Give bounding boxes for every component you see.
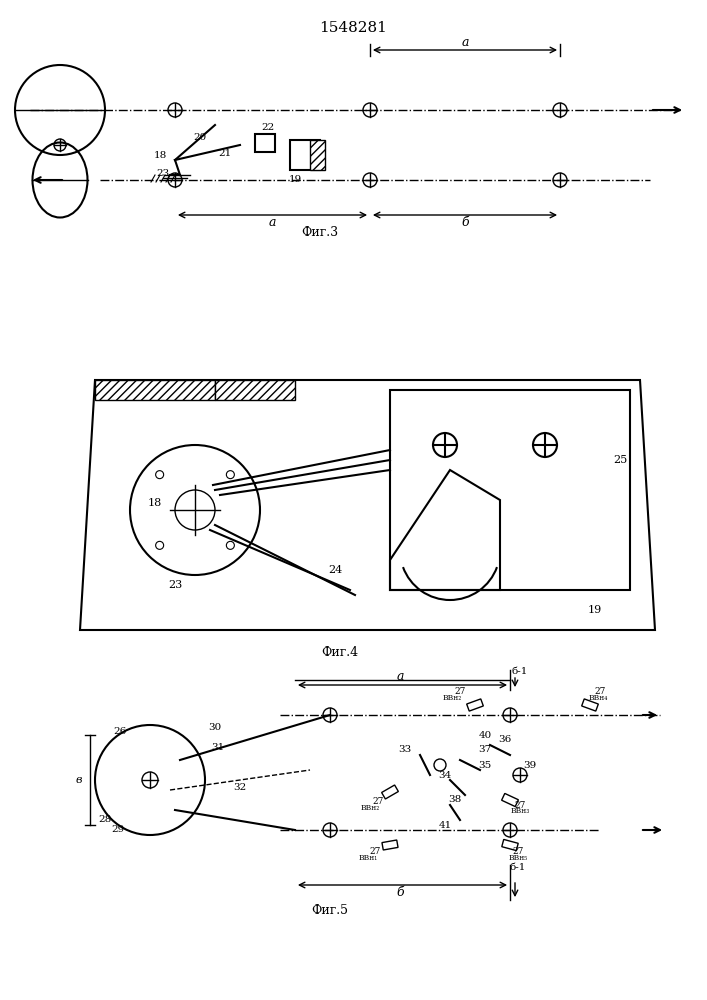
Text: а: а (396, 670, 404, 684)
Text: 1548281: 1548281 (319, 21, 387, 35)
Text: Фиг.4: Фиг.4 (322, 646, 358, 658)
Text: 27: 27 (514, 800, 526, 810)
Text: 38: 38 (448, 796, 462, 804)
Text: 24: 24 (328, 565, 342, 575)
Text: 19: 19 (288, 176, 302, 184)
Text: 21: 21 (218, 148, 232, 157)
Text: б: б (396, 886, 404, 898)
Text: 27: 27 (373, 798, 384, 806)
Text: 18: 18 (153, 150, 167, 159)
Text: ВВн₂: ВВн₂ (361, 804, 380, 812)
Text: 29: 29 (112, 826, 124, 834)
Text: 36: 36 (498, 736, 512, 744)
Text: ВВн₄: ВВн₄ (588, 694, 608, 702)
Bar (95, 380, 215, 400)
Bar (255, 134, 275, 152)
Text: в: в (76, 775, 82, 785)
Text: ВВн₁: ВВн₁ (358, 854, 378, 862)
Text: б-1: б-1 (510, 862, 526, 871)
Text: ВВн₂: ВВн₂ (443, 694, 462, 702)
Bar (390, 390, 630, 590)
Text: 19: 19 (588, 605, 602, 615)
Bar (215, 380, 295, 400)
Text: 27: 27 (369, 848, 380, 856)
Text: 18: 18 (148, 498, 162, 508)
Text: 37: 37 (479, 746, 491, 754)
Text: 35: 35 (479, 760, 491, 770)
Text: 26: 26 (113, 728, 127, 736)
Text: 28: 28 (98, 816, 112, 824)
Text: 39: 39 (523, 760, 537, 770)
Text: б: б (461, 216, 469, 229)
Text: 22: 22 (262, 123, 274, 132)
Text: а: а (268, 216, 276, 229)
Text: Фиг.3: Фиг.3 (301, 227, 339, 239)
Text: 20: 20 (194, 132, 206, 141)
Text: 40: 40 (479, 730, 491, 740)
Text: 27: 27 (455, 688, 466, 696)
Text: 33: 33 (398, 746, 411, 754)
Text: ВВн₃: ВВн₃ (510, 807, 530, 815)
Text: 23: 23 (156, 169, 170, 178)
Text: 27: 27 (513, 848, 524, 856)
Text: 30: 30 (209, 722, 221, 732)
Bar (310, 140, 325, 170)
Text: 41: 41 (438, 820, 452, 830)
Text: а: а (461, 35, 469, 48)
Text: Фиг.5: Фиг.5 (312, 904, 349, 916)
Text: 31: 31 (211, 744, 225, 752)
Text: б-1: б-1 (512, 668, 528, 676)
Bar (290, 140, 320, 170)
Text: 34: 34 (438, 770, 452, 780)
Text: 32: 32 (233, 782, 247, 792)
Text: ВВн₅: ВВн₅ (508, 854, 527, 862)
Text: 25: 25 (613, 455, 627, 465)
Text: 23: 23 (168, 580, 182, 590)
Text: 27: 27 (595, 688, 606, 696)
